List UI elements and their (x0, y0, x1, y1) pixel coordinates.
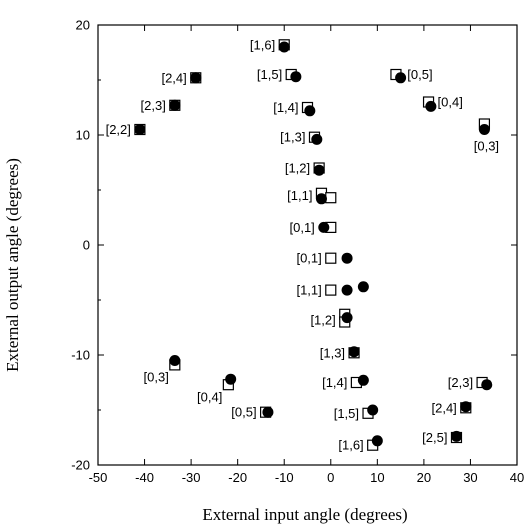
filled-circle-marker (190, 72, 202, 84)
filled-circle-marker (460, 401, 472, 413)
point-label: [0,5] (407, 67, 432, 82)
filled-circle-marker (134, 124, 146, 135)
point-label: [0,1] (289, 220, 314, 235)
y-axis-title: External output angle (degrees) (3, 158, 22, 372)
point-label: [1,5] (334, 406, 359, 421)
point-label: [1,6] (250, 37, 275, 52)
point-labels: [1,6] [2,4] [1,5] [0,5] [2,3] [1,4] [0,4] [2,2]… (106, 37, 499, 452)
point-label: [0,4] (438, 95, 463, 110)
x-tick-label: -10 (275, 470, 294, 485)
open-square-marker (325, 252, 337, 264)
point-label: [1,4] (322, 375, 347, 390)
open-square-marker (325, 192, 337, 204)
y-tick-label: 0 (83, 238, 90, 253)
axis-ticks: -50 -40 -30 -20 -10 0 10 20 30 40 -20 -10 0 10 20 (71, 18, 524, 486)
point-label: [2,5] (422, 430, 447, 445)
plot-area (97, 24, 518, 466)
x-tick-label: 30 (463, 470, 477, 485)
point-label: [1,4] (273, 100, 298, 115)
point-label: [0,4] (197, 390, 222, 405)
x-tick-label: 20 (417, 470, 431, 485)
y-tick-label: 20 (76, 18, 90, 33)
filled-circle-marker (341, 284, 353, 296)
x-tick-label: -20 (228, 470, 247, 485)
filled-circle-marker (348, 346, 360, 358)
filled-circle-marker (357, 374, 369, 386)
x-tick-label: 0 (327, 470, 334, 485)
point-label: [0,5] (231, 405, 256, 420)
filled-circle-marker (225, 373, 237, 385)
filled-circle-marker (341, 252, 353, 264)
point-label: [1,1] (287, 188, 312, 203)
point-label: [0,1] (296, 251, 321, 266)
point-label: [2,2] (106, 122, 131, 137)
y-tick-label: -10 (71, 348, 90, 363)
filled-circle-marker (315, 193, 327, 205)
filled-circle-marker (311, 133, 323, 145)
point-label: [2,4] (161, 70, 186, 85)
filled-circle-marker (318, 221, 330, 233)
point-label: [2,4] (431, 400, 456, 415)
x-tick-label: -40 (135, 470, 154, 485)
filled-circle-marker (357, 281, 369, 293)
point-label: [1,6] (338, 438, 363, 453)
filled-circle-marker (313, 164, 325, 176)
point-label: [1,2] (310, 312, 335, 327)
filled-circle-marker (290, 71, 302, 83)
point-label: [1,2] (285, 161, 310, 176)
filled-circle-marker (304, 105, 316, 117)
y-tick-label: 10 (76, 128, 90, 143)
plot-frame (97, 24, 518, 466)
y-tick-label: -20 (71, 458, 90, 473)
filled-circle-marker (395, 72, 407, 84)
filled-circle-marker (341, 312, 353, 324)
filled-circle-marker (450, 430, 462, 442)
filled-circle-marker (278, 41, 290, 53)
point-label: [1,3] (280, 130, 305, 145)
data-points (134, 39, 493, 451)
filled-circle-marker (371, 435, 383, 447)
filled-circle-marker (481, 379, 493, 391)
x-tick-label: -30 (182, 470, 201, 485)
x-tick-label: 40 (510, 470, 524, 485)
open-square-marker (325, 284, 337, 296)
point-label: [1,3] (320, 345, 345, 360)
point-label: [2,3] (448, 375, 473, 390)
filled-circle-marker (262, 406, 274, 418)
point-label: [0,3] (144, 370, 169, 385)
filled-circle-marker (367, 404, 379, 416)
x-tick-label: 10 (370, 470, 384, 485)
point-label: [1,5] (257, 67, 282, 82)
point-label: [1,1] (296, 283, 321, 298)
point-label: [0,3] (474, 139, 499, 154)
filled-circle-marker (169, 355, 181, 366)
point-label: [2,3] (141, 98, 166, 113)
filled-circle-marker (425, 100, 437, 112)
x-axis-title: External input angle (degrees) (202, 505, 407, 524)
filled-circle-marker (169, 99, 181, 111)
x-tick-label: -50 (89, 470, 108, 485)
filled-circle-marker (478, 124, 490, 135)
